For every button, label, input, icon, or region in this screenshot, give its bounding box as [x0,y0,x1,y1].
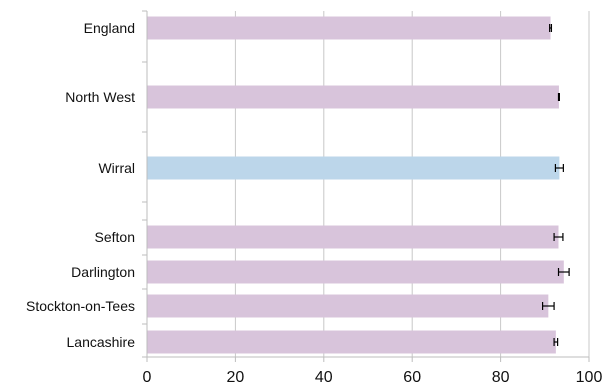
category-label: Wirral [98,160,135,176]
x-tick-label: 80 [492,369,510,386]
bar-sefton [147,225,559,249]
category-label: North West [65,89,135,105]
x-tick-label: 60 [403,369,421,386]
bar-stockton-on-tees [147,294,549,318]
category-label: Sefton [95,229,135,245]
error-bar-sefton [553,233,564,241]
error-bar-wirral [554,164,564,172]
category-label: Lancashire [67,334,136,350]
bar-wirral [147,156,560,180]
x-tick-label: 20 [227,369,245,386]
category-label: England [84,20,135,36]
axes [142,10,590,362]
x-tick-label: 0 [143,369,152,386]
bar-lancashire [147,330,556,354]
x-tick-label: 100 [576,369,603,386]
error-bar-england [549,24,553,32]
category-label: Darlington [71,264,135,280]
error-bar-stockton-on-tees [541,302,555,310]
x-tick-label: 40 [315,369,333,386]
bar-darlington [147,260,564,284]
error-bar-darlington [557,268,570,276]
error-bar-lancashire [553,338,559,346]
labels: England North West Wirral Sefton Darlington S… [26,20,602,386]
error-bar-north-west [557,93,560,101]
bars [147,16,570,354]
bar-north-west [147,85,559,109]
bar-england [147,16,551,40]
category-label: Stockton-on-Tees [26,298,135,314]
